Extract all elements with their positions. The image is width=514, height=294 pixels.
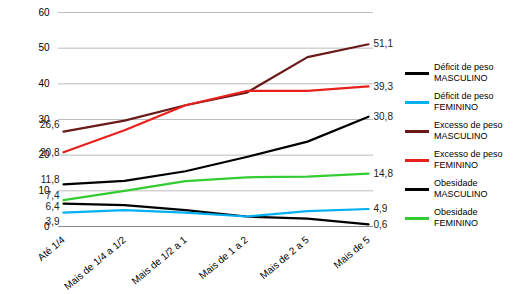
svg-text:Mais de 5: Mais de 5 [332, 234, 373, 271]
svg-text:10: 10 [38, 185, 50, 196]
svg-text:Mais de 1 a 2: Mais de 1 a 2 [197, 234, 250, 281]
html-text:Obesidade MASCULINO: Obesidade MASCULINO [434, 178, 488, 199]
svg-text:30,8: 30,8 [374, 111, 394, 122]
svg-text:Mais de 1/4 a 1/2: Mais de 1/4 a 1/2 [62, 234, 128, 292]
html-text:Déficit de peso MASCULINO: Déficit de peso MASCULINO [434, 62, 494, 83]
svg-text:26,6: 26,6 [40, 119, 60, 130]
svg-text:40: 40 [38, 78, 50, 89]
svg-text:0,6: 0,6 [374, 219, 388, 230]
svg-text:Mais de 1/2 a 1: Mais de 1/2 a 1 [129, 234, 189, 287]
html-text:Déficit de peso FEMININO: Déficit de peso FEMININO [434, 91, 494, 112]
svg-text:Até 1/4: Até 1/4 [35, 234, 67, 263]
svg-text:60: 60 [38, 7, 50, 18]
svg-text:20,8: 20,8 [40, 147, 60, 158]
svg-text:Mais de 2 a 5: Mais de 2 a 5 [258, 234, 311, 281]
html-text:Obesidade FEMININO: Obesidade FEMININO [434, 207, 478, 228]
svg-text:11,8: 11,8 [41, 174, 60, 185]
svg-text:6,4: 6,4 [46, 201, 60, 212]
svg-text:14,8: 14,8 [374, 168, 394, 179]
html-text:Excesso de peso FEMININO: Excesso de peso FEMININO [434, 149, 503, 170]
svg-text:39,3: 39,3 [374, 81, 394, 92]
svg-text:7,4: 7,4 [46, 190, 60, 201]
html-text:Excesso de peso MASCULINO: Excesso de peso MASCULINO [434, 120, 503, 141]
svg-text:4,9: 4,9 [374, 203, 388, 214]
svg-text:51,1: 51,1 [374, 38, 394, 49]
svg-text:3,9: 3,9 [46, 216, 60, 227]
svg-text:50: 50 [38, 42, 50, 53]
